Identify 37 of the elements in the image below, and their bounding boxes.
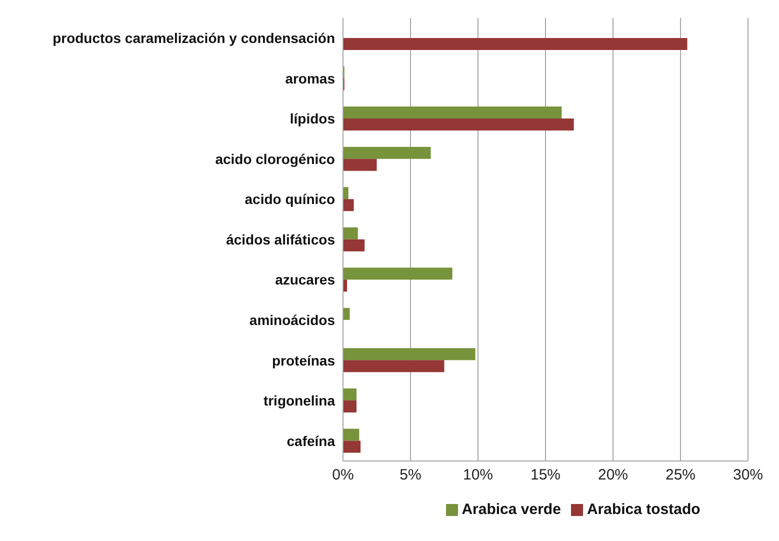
x-tick-label: 0% xyxy=(332,466,354,484)
bar xyxy=(343,146,431,159)
legend-label: Arabica tostado xyxy=(586,501,700,518)
legend-label: Arabica verde xyxy=(462,501,561,518)
y-tick-label: lípidos xyxy=(290,110,336,127)
x-tick-label: 15% xyxy=(530,466,561,484)
bar xyxy=(343,308,350,320)
bar xyxy=(343,38,688,50)
bar xyxy=(343,440,361,453)
y-tick-label: productos caramelización y condensación xyxy=(52,30,335,46)
x-tick-label: 30% xyxy=(732,466,764,484)
bar xyxy=(343,400,356,412)
x-tick-label: 5% xyxy=(400,466,422,484)
bar xyxy=(343,239,365,252)
bar xyxy=(343,348,476,360)
bar xyxy=(343,199,354,212)
bar xyxy=(343,106,562,119)
y-tick-label: aromas xyxy=(285,70,336,86)
y-tick-label: aminoácidos xyxy=(249,312,336,328)
x-tick-label: 10% xyxy=(462,466,494,484)
y-tick-label: acido clorogénico xyxy=(215,150,335,167)
bar xyxy=(343,227,358,240)
y-tick-label: proteínas xyxy=(272,352,336,368)
y-tick-label: azucares xyxy=(275,272,336,288)
bar xyxy=(343,118,574,131)
x-tick-label: 20% xyxy=(598,466,628,484)
y-tick-label: trigonelina xyxy=(263,392,336,409)
bar xyxy=(343,388,356,400)
bar xyxy=(343,158,377,171)
y-tick-label: cafeína xyxy=(286,432,336,449)
x-tick-label: 25% xyxy=(665,466,696,484)
y-tick-label: ácidos alifáticos xyxy=(226,231,336,248)
y-tick-label: acido quínico xyxy=(244,191,335,208)
bar xyxy=(343,428,360,441)
bar xyxy=(343,360,444,372)
bar xyxy=(343,187,348,200)
bar xyxy=(343,268,452,280)
